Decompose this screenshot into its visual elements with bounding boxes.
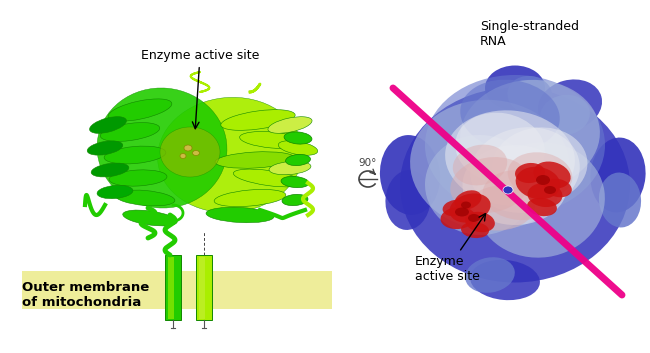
Ellipse shape <box>157 97 302 213</box>
Ellipse shape <box>527 198 557 216</box>
Ellipse shape <box>465 185 535 231</box>
Ellipse shape <box>115 190 175 206</box>
Ellipse shape <box>470 260 540 300</box>
Ellipse shape <box>108 99 172 121</box>
Ellipse shape <box>184 145 192 151</box>
Ellipse shape <box>109 170 167 186</box>
Text: Enzyme
active site: Enzyme active site <box>415 214 486 283</box>
Ellipse shape <box>97 185 133 199</box>
Ellipse shape <box>544 186 556 194</box>
Ellipse shape <box>503 186 513 194</box>
Ellipse shape <box>485 66 545 110</box>
Text: Enzyme active site: Enzyme active site <box>141 49 259 129</box>
Ellipse shape <box>180 154 186 158</box>
Ellipse shape <box>482 170 558 220</box>
Ellipse shape <box>508 76 552 114</box>
Ellipse shape <box>468 214 480 222</box>
Ellipse shape <box>590 138 645 213</box>
Ellipse shape <box>160 127 220 177</box>
Ellipse shape <box>100 122 160 142</box>
Ellipse shape <box>508 152 573 198</box>
Ellipse shape <box>385 170 430 230</box>
Ellipse shape <box>104 146 166 164</box>
Ellipse shape <box>214 190 286 207</box>
Ellipse shape <box>461 222 489 238</box>
Ellipse shape <box>455 113 545 183</box>
Ellipse shape <box>493 127 588 203</box>
Ellipse shape <box>269 161 311 175</box>
Ellipse shape <box>441 207 475 229</box>
Ellipse shape <box>540 95 590 135</box>
Ellipse shape <box>465 257 515 293</box>
Ellipse shape <box>445 110 575 206</box>
Ellipse shape <box>450 157 530 213</box>
Ellipse shape <box>463 145 567 225</box>
Ellipse shape <box>443 200 467 216</box>
Ellipse shape <box>90 116 127 133</box>
Ellipse shape <box>528 183 562 207</box>
Ellipse shape <box>515 167 560 199</box>
Ellipse shape <box>233 169 303 187</box>
Ellipse shape <box>281 176 309 187</box>
Ellipse shape <box>380 135 440 215</box>
Ellipse shape <box>455 208 469 216</box>
Bar <box>168 257 174 319</box>
Bar <box>22 271 332 309</box>
Ellipse shape <box>278 141 318 155</box>
Ellipse shape <box>425 75 605 215</box>
Bar <box>165 255 181 320</box>
Ellipse shape <box>454 190 482 210</box>
Text: Outer membrane
of mitochondria: Outer membrane of mitochondria <box>22 281 150 309</box>
Ellipse shape <box>221 110 295 130</box>
Ellipse shape <box>400 88 630 282</box>
Ellipse shape <box>425 135 535 235</box>
Ellipse shape <box>215 152 295 168</box>
Bar <box>199 257 205 319</box>
Ellipse shape <box>453 145 507 185</box>
Ellipse shape <box>97 88 227 208</box>
Ellipse shape <box>515 163 545 183</box>
Ellipse shape <box>240 132 304 149</box>
Ellipse shape <box>285 154 311 166</box>
Ellipse shape <box>599 173 641 227</box>
Ellipse shape <box>284 132 312 144</box>
Ellipse shape <box>98 85 302 231</box>
Bar <box>196 255 212 320</box>
Ellipse shape <box>470 127 580 213</box>
Ellipse shape <box>460 80 560 150</box>
Text: 90°: 90° <box>359 158 377 168</box>
Ellipse shape <box>282 195 308 205</box>
Ellipse shape <box>410 100 570 230</box>
Ellipse shape <box>536 175 550 185</box>
Ellipse shape <box>449 193 491 223</box>
Ellipse shape <box>123 210 177 226</box>
Text: Single-stranded
RNA: Single-stranded RNA <box>480 20 579 48</box>
Ellipse shape <box>544 179 572 197</box>
Ellipse shape <box>192 150 200 156</box>
Ellipse shape <box>460 80 600 190</box>
Ellipse shape <box>534 162 571 189</box>
Ellipse shape <box>206 207 274 223</box>
Ellipse shape <box>91 163 129 177</box>
Ellipse shape <box>465 212 495 232</box>
Ellipse shape <box>268 117 312 133</box>
Ellipse shape <box>475 142 605 258</box>
Ellipse shape <box>461 202 471 209</box>
Ellipse shape <box>538 79 602 131</box>
Ellipse shape <box>87 141 123 155</box>
